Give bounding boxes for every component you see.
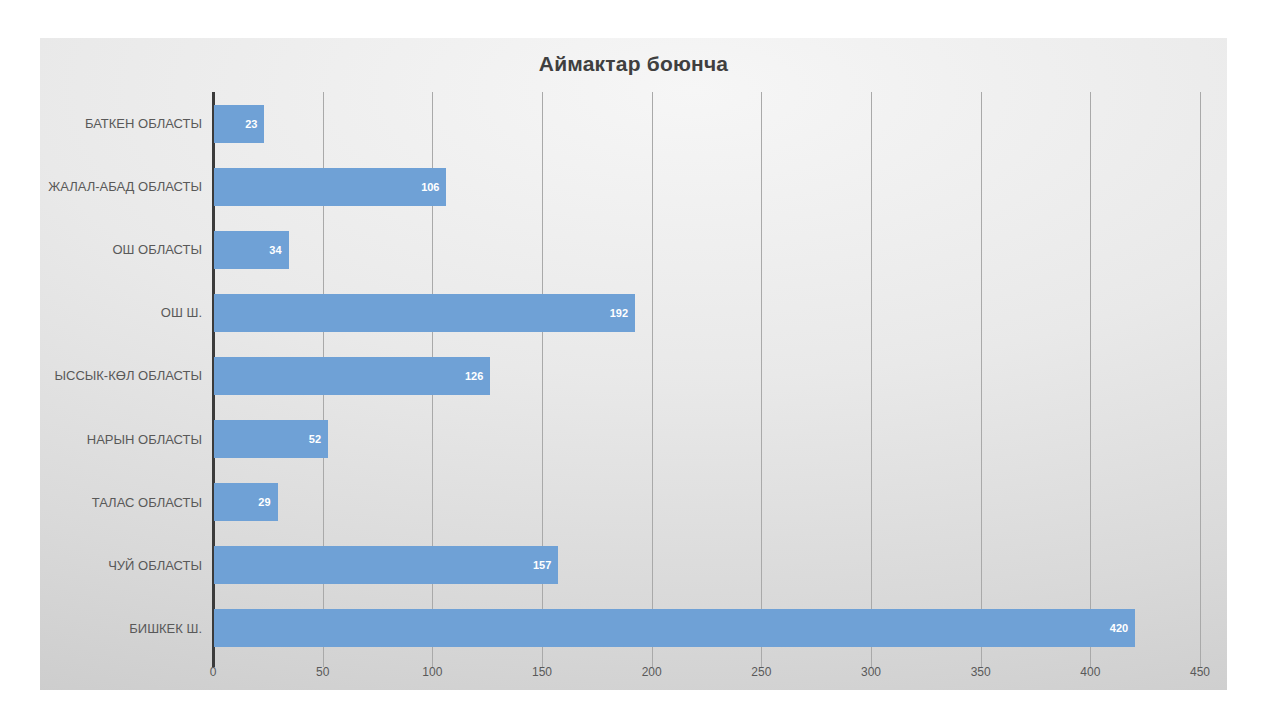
x-tick-label: 0 bbox=[173, 665, 253, 679]
x-tick-label: 200 bbox=[612, 665, 692, 679]
bar: 126 bbox=[214, 357, 490, 395]
category-label: ЖАЛАЛ-АБАД ОБЛАСТЫ bbox=[40, 155, 202, 218]
category-label: ТАЛАС ОБЛАСТЫ bbox=[40, 471, 202, 534]
category-label: БАТКЕН ОБЛАСТЫ bbox=[40, 92, 202, 155]
bar-value-label: 52 bbox=[309, 420, 321, 458]
x-tick-label: 450 bbox=[1160, 665, 1240, 679]
chart-title: Аймактар боюнча bbox=[40, 52, 1227, 76]
value-axis-tick-labels: 050100150200250300350400450 bbox=[40, 665, 1227, 681]
x-tick-label: 350 bbox=[941, 665, 1021, 679]
x-tick-label: 400 bbox=[1050, 665, 1130, 679]
bar-value-label: 34 bbox=[269, 231, 281, 269]
bar-value-label: 29 bbox=[258, 483, 270, 521]
bar-value-label: 192 bbox=[610, 294, 628, 332]
x-tick-label: 250 bbox=[721, 665, 801, 679]
gridline bbox=[761, 92, 762, 667]
bar-value-label: 420 bbox=[1110, 609, 1128, 647]
category-label: ОШ ОБЛАСТЫ bbox=[40, 218, 202, 281]
x-tick-label: 50 bbox=[283, 665, 363, 679]
bar-value-label: 106 bbox=[421, 168, 439, 206]
bar: 157 bbox=[214, 546, 558, 584]
bar: 23 bbox=[214, 105, 264, 143]
category-label: ЧУЙ ОБЛАСТЫ bbox=[40, 534, 202, 597]
category-label: БИШКЕК Ш. bbox=[40, 597, 202, 660]
bar: 52 bbox=[214, 420, 328, 458]
bar: 34 bbox=[214, 231, 289, 269]
x-tick-label: 300 bbox=[831, 665, 911, 679]
bar: 192 bbox=[214, 294, 635, 332]
x-tick-label: 100 bbox=[392, 665, 472, 679]
gridline bbox=[981, 92, 982, 667]
category-label: ОШ Ш. bbox=[40, 281, 202, 344]
category-label: ЫССЫК-КӨЛ ОБЛАСТЫ bbox=[40, 344, 202, 407]
x-tick-label: 150 bbox=[502, 665, 582, 679]
plot-area: 23 106 34 192 126 52 29 157 420 bbox=[213, 92, 1200, 660]
bar: 29 bbox=[214, 483, 278, 521]
gridline bbox=[652, 92, 653, 667]
gridline bbox=[1200, 92, 1201, 667]
bar-value-label: 23 bbox=[245, 105, 257, 143]
category-label: НАРЫН ОБЛАСТЫ bbox=[40, 408, 202, 471]
bar-value-label: 157 bbox=[533, 546, 551, 584]
gridline bbox=[1090, 92, 1091, 667]
category-axis-labels: БАТКЕН ОБЛАСТЫЖАЛАЛ-АБАД ОБЛАСТЫОШ ОБЛАС… bbox=[40, 92, 202, 660]
bar-value-label: 126 bbox=[465, 357, 483, 395]
bar: 420 bbox=[214, 609, 1135, 647]
bar: 106 bbox=[214, 168, 446, 206]
gridline bbox=[871, 92, 872, 667]
bar-chart: Аймактар боюнча 23106341921265229157420 … bbox=[40, 38, 1227, 690]
